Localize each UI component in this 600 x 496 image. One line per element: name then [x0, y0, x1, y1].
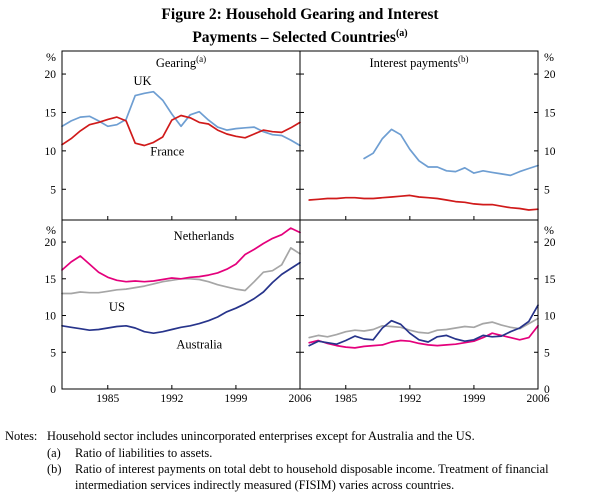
note-b-spacer — [5, 461, 47, 494]
note-a-text: Ratio of liabilities to assets. — [75, 445, 213, 460]
note-general-text: Household sector includes unincorporated… — [47, 429, 475, 444]
series-line-australia-interest-nl-us-au — [308, 304, 539, 347]
series-line-netherlands-gearing-nl-us-au — [61, 227, 301, 283]
note-a-spacer — [5, 445, 47, 461]
y-axis-label-right: 20 — [544, 69, 556, 81]
series-line-australia-gearing-nl-us-au — [61, 261, 301, 335]
chart-svg: UK France 5 10 15 20 Gearing(a) 5 10 15 20 Interest… — [45, 50, 556, 405]
x-axis-label-2006: 2006 — [527, 393, 550, 405]
note-a-row: (a) Ratio of liabilities to assets. — [5, 445, 594, 461]
y-axis-label-left: 20 — [45, 69, 57, 81]
y-axis-label-left: 5 — [50, 184, 56, 196]
series-label-france: France — [150, 145, 184, 159]
x-axis-label-1992: 1992 — [160, 393, 183, 405]
panel-title-interest-uk-france: Interest payments(b) — [369, 54, 468, 70]
y-axis-label-left: 0 — [50, 384, 56, 396]
percent-axis-symbol: % — [46, 50, 56, 64]
notes-label: Notes: — [5, 429, 38, 444]
percent-axis-symbol: % — [46, 223, 56, 237]
y-axis-label-left: 20 — [45, 237, 57, 249]
y-axis-label-right: 20 — [544, 237, 556, 249]
series-label-netherlands: Netherlands — [174, 229, 235, 243]
x-axis-label-1999: 1999 — [462, 393, 485, 405]
x-axis-label-1985: 1985 — [334, 393, 357, 405]
figure-title: Figure 2: Household Gearing and Interest… — [0, 0, 600, 47]
percent-axis-symbol: % — [544, 50, 554, 64]
series-label-uk: UK — [134, 74, 152, 88]
series-line-us-interest-nl-us-au — [308, 317, 539, 339]
x-axis-label-1992: 1992 — [398, 393, 421, 405]
series-line-uk-gearing-uk-france — [61, 91, 301, 147]
series-label-us: US — [109, 300, 125, 314]
note-b-text: Ratio of interest payments on total debt… — [75, 461, 549, 493]
y-axis-label-right: 5 — [544, 184, 550, 196]
y-axis-label-left: 15 — [45, 274, 57, 286]
panel-title-gearing-uk-france: Gearing(a) — [156, 54, 206, 70]
y-axis-label-left: 10 — [45, 146, 57, 158]
figure-title-line2: Payments – Selected Countries(a) — [0, 24, 600, 47]
y-axis-label-left: 10 — [45, 311, 57, 323]
x-axis-label-2006: 2006 — [289, 393, 312, 405]
y-axis-label-right: 15 — [544, 274, 556, 286]
x-axis-label-1985: 1985 — [96, 393, 119, 405]
series-line-france-gearing-uk-france — [61, 114, 301, 147]
series-line-uk-interest-uk-france — [363, 128, 539, 177]
note-a-marker: (a) — [47, 445, 61, 460]
series-label-australia: Australia — [176, 338, 222, 352]
y-axis-label-right: 15 — [544, 108, 556, 120]
figure-title-line2-text: Payments – Selected Countries — [192, 29, 396, 47]
y-axis-label-left: 15 — [45, 108, 57, 120]
note-b-marker: (b) — [47, 461, 62, 476]
y-axis-label-right: 5 — [544, 347, 550, 359]
figure-title-footnote-marker: (a) — [395, 28, 408, 39]
y-axis-label-right: 10 — [544, 311, 556, 323]
y-axis-label-right: 10 — [544, 146, 556, 158]
notes: Notes: Household sector includes unincor… — [0, 418, 600, 494]
x-axis-label-1999: 1999 — [224, 393, 247, 405]
figure-title-line1: Figure 2: Household Gearing and Interest — [161, 6, 439, 23]
note-general-row: Notes: Household sector includes unincor… — [5, 428, 594, 444]
y-axis-label-right: 0 — [544, 384, 550, 396]
series-line-france-interest-uk-france — [308, 194, 539, 212]
note-b-row: (b) Ratio of interest payments on total … — [5, 461, 594, 494]
y-axis-label-left: 5 — [50, 347, 56, 359]
series-line-netherlands-interest-nl-us-au — [308, 325, 539, 349]
percent-axis-symbol: % — [544, 223, 554, 237]
